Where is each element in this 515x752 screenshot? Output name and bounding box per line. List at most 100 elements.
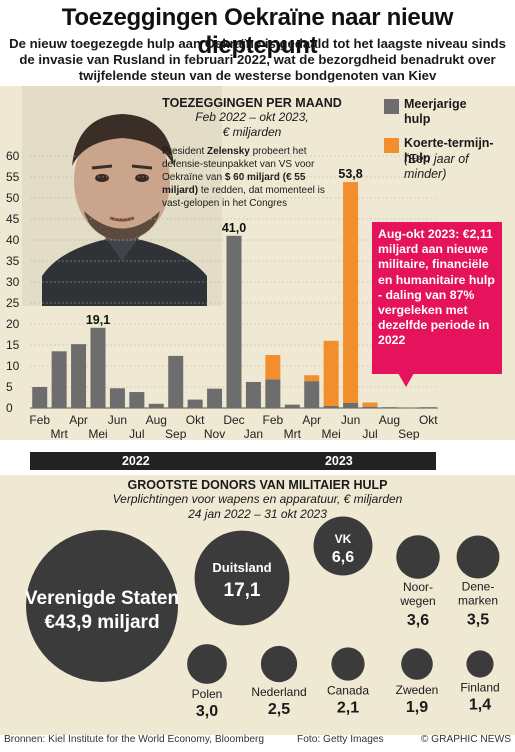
bar-short-term — [304, 375, 320, 382]
x-tick-label: Jan — [244, 427, 263, 440]
bar-multi-year — [284, 404, 300, 408]
donor-bubble — [260, 645, 298, 683]
footer-sources: Bronnen: Kiel Institute for the World Ec… — [4, 734, 265, 745]
donor-value: 3,6 — [407, 612, 429, 629]
monthly-commitments-chart: 0 5 10 15 20 25 30 35 40 45 50 55 60 19,1 41,0 53,8 Fe… — [6, 149, 438, 440]
data-label: 41,0 — [222, 221, 246, 235]
bar-multi-year — [207, 388, 223, 408]
legend-label-multi-year: Meerjarige hulp — [404, 97, 467, 126]
donor-bubble — [466, 650, 494, 678]
y-tick-label: 0 — [6, 401, 13, 415]
footer-photo: Foto: Getty Images — [297, 734, 384, 745]
legend-swatch-short-term — [384, 138, 399, 153]
chart-subtitle-2: € miljarden — [222, 125, 282, 139]
chart-bars — [32, 182, 436, 409]
x-tick-label: Jun — [341, 413, 360, 427]
page-title: Toezeggingen Oekraïne naar nieuw dieptep… — [61, 4, 454, 59]
x-tick-label: Mrt — [284, 427, 302, 440]
year-label-2022: 2022 — [30, 452, 242, 470]
donor-bubble — [331, 647, 365, 681]
x-tick-label: Sep — [165, 427, 187, 440]
chart-heading: TOEZEGGINGEN PER MAAND Feb 2022 – okt 20… — [146, 96, 358, 140]
bar-multi-year — [148, 403, 164, 408]
chart-note: President Zelensky probeert het defensie… — [162, 145, 342, 210]
chart-data-labels: 19,1 41,0 53,8 — [86, 167, 363, 327]
donor-name: Duitsland — [212, 560, 271, 575]
callout-pointer — [398, 373, 414, 387]
x-tick-label: Mei — [321, 427, 340, 440]
bar-multi-year — [343, 402, 359, 408]
bar-multi-year — [168, 355, 184, 408]
donor-name: Canada — [327, 684, 369, 698]
legend-note-short-term: (Eén jaar of minder) — [404, 152, 469, 181]
bar-multi-year — [71, 344, 87, 408]
legend-label-short-term: Koerte-termijn-hulp — [404, 136, 494, 165]
note-text-1: President — [162, 146, 208, 157]
y-tick-label: 30 — [6, 275, 20, 289]
callout-box: Aug-okt 2023: €2,11 miljard aan nieuwe m… — [372, 222, 502, 374]
bar-short-term — [343, 182, 359, 403]
x-tick-label: Sep — [398, 427, 420, 440]
donor-name: Polen — [192, 687, 223, 701]
bar-multi-year — [381, 407, 397, 408]
x-axis-ticks: FebMrtAprMeiJunJulAugSepOktNovDecJanFebM… — [29, 413, 438, 440]
donor-bubble — [187, 644, 227, 684]
donor-bubble — [456, 535, 500, 579]
donor-value: 2,5 — [268, 701, 290, 718]
y-tick-label: 45 — [6, 212, 20, 226]
bar-multi-year — [362, 406, 378, 408]
data-label: 53,8 — [338, 167, 362, 181]
x-tick-label: Feb — [263, 413, 284, 427]
bar-multi-year — [245, 381, 261, 408]
x-tick-label: Jul — [362, 427, 377, 440]
year-label-2023: 2023 — [241, 452, 436, 470]
bar-multi-year — [129, 392, 145, 408]
donor-bubble — [313, 516, 373, 576]
note-text-2: probeert het defensie-steunpakket van VS… — [162, 146, 315, 183]
donor-bubble — [401, 648, 433, 680]
x-tick-label: Dec — [223, 413, 244, 427]
y-tick-label: 55 — [6, 170, 20, 184]
x-tick-label: Okt — [186, 413, 205, 427]
x-tick-label: Feb — [29, 413, 50, 427]
x-tick-label: Aug — [379, 413, 400, 427]
x-tick-label: Nov — [204, 427, 225, 440]
chart-subtitle-1: Feb 2022 – okt 2023, — [195, 110, 309, 124]
donor-value: €43,9 miljard — [44, 612, 159, 633]
x-tick-label: Mrt — [50, 427, 68, 440]
donors-subtitle-1: Verplichtingen voor wapens en apparatuur… — [112, 492, 403, 506]
y-tick-label: 50 — [6, 191, 20, 205]
note-text-3: te redden, dat momenteel is vast-gelopen… — [162, 185, 325, 209]
donor-bubble — [26, 530, 178, 682]
donor-name: Dene-marken — [458, 579, 498, 607]
bar-multi-year — [323, 405, 339, 408]
bar-multi-year — [51, 351, 67, 408]
y-tick-label: 60 — [6, 149, 20, 163]
donor-bubble — [396, 535, 440, 579]
bar-short-term — [265, 355, 281, 380]
bar-multi-year — [401, 407, 417, 409]
donor-name: Verenigde Staten — [25, 588, 179, 609]
donor-name: Zweden — [396, 683, 439, 697]
note-name: Zelensky — [207, 146, 250, 157]
footer-copyright: © GRAPHIC NEWS — [420, 734, 511, 745]
donor-value: 3,5 — [467, 611, 489, 628]
y-tick-label: 40 — [6, 233, 20, 247]
donor-name: Noor-wegen — [399, 580, 435, 608]
bar-multi-year — [265, 379, 281, 408]
page-subtitle: De nieuw toegezegde hulp aan Oekraïne is… — [9, 36, 506, 83]
bar-short-term — [323, 340, 339, 406]
donor-bubble — [194, 530, 290, 626]
data-label: 19,1 — [86, 313, 110, 327]
donor-value: 6,6 — [332, 549, 354, 566]
donor-name: Finland — [460, 681, 499, 695]
bar-multi-year — [32, 387, 48, 408]
bar-short-term — [362, 402, 378, 407]
donor-value: 1,9 — [406, 699, 428, 716]
x-tick-label: Jun — [108, 413, 127, 427]
y-tick-label: 15 — [6, 338, 20, 352]
donor-value: 2,1 — [337, 700, 359, 717]
donor-value: 17,1 — [224, 580, 261, 601]
donors-heading: GROOTSTE DONORS VAN MILITAIER HULP Verpl… — [0, 478, 515, 522]
